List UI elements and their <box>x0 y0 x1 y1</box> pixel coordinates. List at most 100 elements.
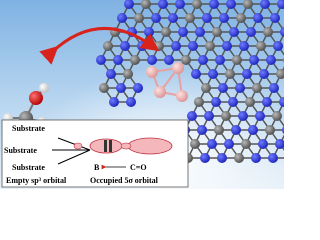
atom <box>178 27 188 37</box>
lattice <box>96 0 284 163</box>
atom <box>273 41 283 51</box>
atom <box>144 27 154 37</box>
atom <box>195 27 205 37</box>
atom <box>268 153 278 163</box>
atom <box>225 69 235 79</box>
atom <box>231 125 241 135</box>
atom <box>263 27 273 37</box>
atom <box>269 83 279 93</box>
atom <box>191 69 201 79</box>
atom <box>106 69 116 79</box>
atom <box>207 139 217 149</box>
atom <box>208 69 218 79</box>
atom <box>228 97 238 107</box>
boron-cluster <box>146 62 188 102</box>
atom <box>272 111 282 121</box>
atom <box>239 41 249 51</box>
atom <box>205 41 215 51</box>
atom <box>246 27 256 37</box>
atom <box>279 97 284 107</box>
atom <box>251 153 261 163</box>
atom <box>275 139 284 149</box>
atom <box>270 13 280 23</box>
atom <box>262 97 272 107</box>
atom <box>103 41 113 51</box>
atom <box>265 125 275 135</box>
atom <box>192 0 202 9</box>
atom <box>120 41 130 51</box>
atom <box>151 13 161 23</box>
atom <box>99 83 109 93</box>
atom <box>187 111 197 121</box>
substrate-label: Substrate <box>4 146 37 155</box>
atom <box>235 83 245 93</box>
atom <box>280 27 284 37</box>
atom <box>266 55 276 65</box>
atom <box>253 13 263 23</box>
atom <box>221 111 231 121</box>
atom <box>158 0 168 9</box>
atom <box>224 139 234 149</box>
atom <box>130 55 140 65</box>
atom <box>124 0 134 9</box>
atom <box>204 111 214 121</box>
atom <box>226 0 236 9</box>
inset: Substrate Substrate Substrate B C=O Empt… <box>1 119 189 188</box>
carbonyl-label: C=O <box>130 163 147 172</box>
atom <box>219 13 229 23</box>
atom <box>202 13 212 23</box>
atom <box>116 83 126 93</box>
atom <box>243 0 253 9</box>
atom <box>276 69 284 79</box>
atom <box>123 69 133 79</box>
atom <box>215 55 225 65</box>
atom <box>201 83 211 93</box>
atom <box>209 0 219 9</box>
atom <box>161 27 171 37</box>
atom <box>134 13 144 23</box>
atom <box>113 55 123 65</box>
atom <box>249 55 259 65</box>
atom <box>260 0 270 9</box>
atom <box>255 111 265 121</box>
atom <box>256 41 266 51</box>
atom <box>212 27 222 37</box>
atom <box>171 41 181 51</box>
atom <box>200 153 210 163</box>
atom <box>277 0 284 9</box>
atom <box>185 13 195 23</box>
atom <box>154 41 164 51</box>
atom <box>194 97 204 107</box>
atom <box>242 69 252 79</box>
atom <box>141 0 151 9</box>
atom <box>241 139 251 149</box>
atom <box>217 153 227 163</box>
atom <box>283 57 284 63</box>
atom <box>117 13 127 23</box>
atom <box>133 83 143 93</box>
atom <box>147 55 157 65</box>
atom <box>181 55 191 65</box>
substrate-label: Substrate <box>12 124 45 133</box>
atom <box>234 153 244 163</box>
boron-label: B <box>94 163 100 172</box>
atom <box>126 97 136 107</box>
atom <box>190 139 200 149</box>
atom <box>259 69 269 79</box>
atom <box>218 83 228 93</box>
atom <box>168 13 178 23</box>
atom <box>232 55 242 65</box>
atom <box>222 41 232 51</box>
atom <box>238 111 248 121</box>
atom <box>248 125 258 135</box>
atom <box>214 125 224 135</box>
atom <box>109 97 119 107</box>
atom <box>164 55 174 65</box>
adsorption-arrow <box>39 26 160 65</box>
atom <box>282 126 284 134</box>
atom <box>258 139 268 149</box>
atom <box>211 97 221 107</box>
caption: Empty sp³ orbital <box>6 176 67 185</box>
atom <box>198 55 208 65</box>
atom <box>197 125 207 135</box>
